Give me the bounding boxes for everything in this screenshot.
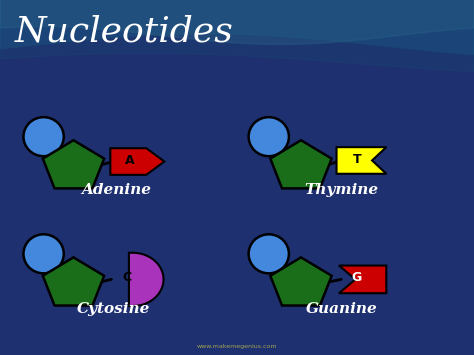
Text: Thymine: Thymine xyxy=(304,183,378,197)
Text: A: A xyxy=(125,154,134,166)
Polygon shape xyxy=(129,253,164,306)
Text: C: C xyxy=(122,272,132,284)
Ellipse shape xyxy=(23,117,64,156)
Ellipse shape xyxy=(23,234,64,273)
Text: T: T xyxy=(353,153,361,165)
Text: Adenine: Adenine xyxy=(81,183,151,197)
Ellipse shape xyxy=(248,117,289,156)
Polygon shape xyxy=(43,257,104,306)
Polygon shape xyxy=(110,148,164,175)
Polygon shape xyxy=(339,266,386,293)
Text: Guanine: Guanine xyxy=(305,302,377,316)
Polygon shape xyxy=(337,147,386,174)
Polygon shape xyxy=(43,140,104,189)
Text: Nucleotides: Nucleotides xyxy=(14,14,233,48)
Text: www.makemegenius.com: www.makemegenius.com xyxy=(197,344,277,349)
Ellipse shape xyxy=(248,234,289,273)
Polygon shape xyxy=(270,257,332,306)
Text: G: G xyxy=(352,272,362,284)
Polygon shape xyxy=(270,140,332,189)
Text: Cytosine: Cytosine xyxy=(77,302,150,316)
